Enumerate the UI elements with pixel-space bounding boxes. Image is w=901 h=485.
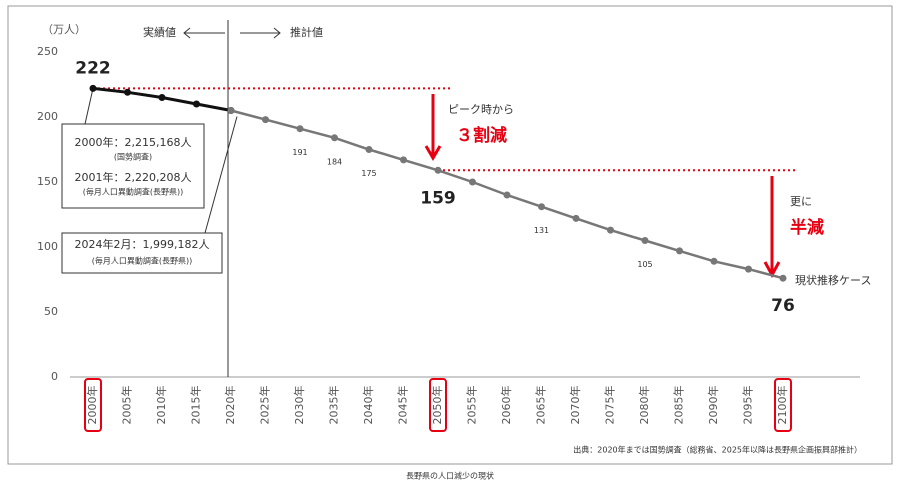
annotation: 更に [790, 195, 812, 208]
x-tick-label: 2000年 [85, 386, 99, 425]
data-label: 191 [292, 148, 307, 157]
x-tick-label: 2090年 [706, 386, 720, 425]
data-label: 184 [327, 157, 342, 166]
category-highlight [774, 378, 792, 432]
point [503, 191, 511, 199]
leader [204, 116, 238, 234]
projection-label: 推計値 [290, 25, 323, 39]
x-tick-label: 2055年 [465, 386, 479, 425]
point [262, 116, 269, 124]
point [365, 146, 373, 153]
data-label: 222 [75, 58, 111, 78]
point [193, 100, 200, 108]
data-label: 131 [534, 226, 549, 235]
x-tick-label: 2065年 [534, 386, 548, 425]
y-tick-label: 50 [44, 305, 58, 318]
annotation: ピーク時から [448, 103, 514, 116]
data-label: 76 [771, 296, 795, 316]
x-tick-label: 2015年 [189, 386, 203, 425]
point [400, 156, 407, 164]
x-tick-label: 2095年 [741, 386, 755, 425]
caption: 長野県の人口減少の現状 [406, 471, 494, 481]
x-tick-label: 2040年 [361, 386, 375, 425]
x-tick-label: 2020年 [223, 386, 237, 425]
point [641, 237, 649, 244]
annotation-box [61, 232, 223, 274]
x-tick-label: 2030年 [292, 386, 306, 425]
point [124, 88, 131, 96]
point [469, 178, 476, 186]
y-axis-label: （万人） [42, 23, 86, 36]
point [572, 214, 580, 222]
point [434, 166, 442, 174]
annotation: 2001年：2,220,208人 [75, 170, 192, 184]
actual-label: 実績値 [143, 25, 176, 39]
annotation: 半減 [790, 217, 824, 238]
x-tick-label: 2010年 [154, 386, 168, 425]
y-tick-label: 250 [37, 45, 58, 58]
annotation: (毎月人口異動調査(長野県)) [92, 256, 192, 266]
point [779, 274, 787, 282]
point [745, 265, 752, 273]
category-highlight [429, 378, 447, 432]
x-tick-label: 2085年 [672, 386, 686, 425]
y-tick-label: 100 [37, 240, 58, 253]
y-tick-label: 150 [37, 175, 58, 188]
x-tick-label: 2060年 [499, 386, 513, 425]
annotation: 現状推移ケース [795, 273, 871, 287]
x-tick-label: 2050年 [430, 386, 444, 425]
leader [84, 88, 94, 125]
annotation: ３割減 [456, 125, 507, 146]
point [538, 203, 545, 211]
annotation: (国勢調査) [114, 152, 152, 162]
data-label: 175 [361, 169, 376, 178]
point [710, 257, 718, 265]
point [296, 125, 304, 133]
point [227, 107, 235, 114]
category-highlight [84, 378, 102, 432]
annotation-box [61, 123, 205, 209]
period-arrows [183, 27, 281, 39]
decrease-arrows [424, 94, 781, 279]
x-tick-label: 2070年 [568, 386, 582, 425]
x-tick-label: 2035年 [327, 386, 341, 425]
point [158, 94, 166, 101]
y-tick-label: 200 [37, 110, 58, 123]
point [607, 226, 614, 234]
x-tick-label: 2045年 [396, 386, 410, 425]
point [331, 134, 338, 142]
data-label: 159 [420, 188, 456, 208]
x-tick-label: 2025年 [258, 386, 272, 425]
source: 出典：2020年までは国勢調査（総務省、2025年以降は長野県企画振興部推計） [573, 445, 862, 455]
point [89, 84, 97, 92]
y-tick-label: 0 [51, 370, 58, 383]
annotation: 2000年：2,215,168人 [75, 135, 192, 149]
x-tick-label: 2080年 [637, 386, 651, 425]
annotation: 2024年2月：1,999,182人 [75, 237, 210, 251]
x-tick-label: 2005年 [120, 386, 134, 425]
point [676, 247, 683, 255]
annotation: (毎月人口異動調査(長野県)) [83, 187, 183, 197]
x-tick-label: 2075年 [603, 386, 617, 425]
frame [7, 5, 893, 465]
x-tick-label: 2100年 [775, 386, 789, 425]
data-label: 105 [637, 260, 652, 269]
